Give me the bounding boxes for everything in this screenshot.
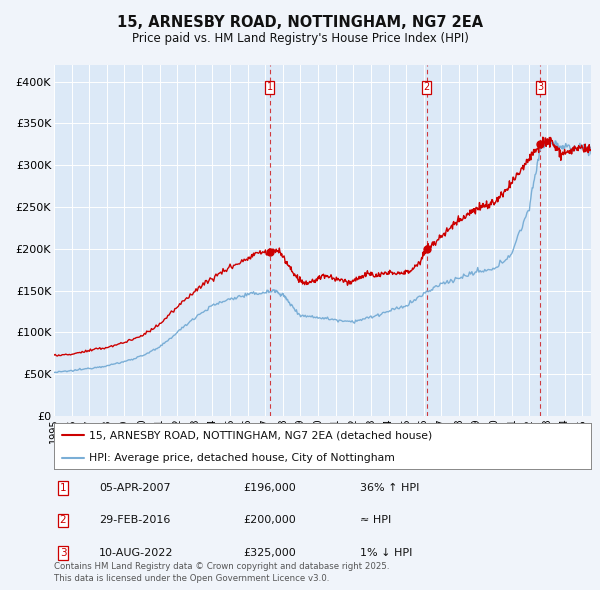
- Text: 1: 1: [59, 483, 67, 493]
- Text: 15, ARNESBY ROAD, NOTTINGHAM, NG7 2EA (detached house): 15, ARNESBY ROAD, NOTTINGHAM, NG7 2EA (d…: [89, 431, 432, 441]
- Text: 15, ARNESBY ROAD, NOTTINGHAM, NG7 2EA: 15, ARNESBY ROAD, NOTTINGHAM, NG7 2EA: [117, 15, 483, 30]
- Text: 3: 3: [537, 83, 543, 93]
- Text: Contains HM Land Registry data © Crown copyright and database right 2025.
This d: Contains HM Land Registry data © Crown c…: [54, 562, 389, 583]
- Text: HPI: Average price, detached house, City of Nottingham: HPI: Average price, detached house, City…: [89, 453, 395, 463]
- Text: £200,000: £200,000: [243, 516, 296, 525]
- Text: £196,000: £196,000: [243, 483, 296, 493]
- Text: 2: 2: [424, 83, 430, 93]
- Text: £325,000: £325,000: [243, 548, 296, 558]
- Text: Price paid vs. HM Land Registry's House Price Index (HPI): Price paid vs. HM Land Registry's House …: [131, 32, 469, 45]
- Text: 36% ↑ HPI: 36% ↑ HPI: [360, 483, 419, 493]
- Text: 10-AUG-2022: 10-AUG-2022: [99, 548, 173, 558]
- Text: 2: 2: [59, 516, 67, 525]
- Text: 3: 3: [59, 548, 67, 558]
- Text: ≈ HPI: ≈ HPI: [360, 516, 391, 525]
- Text: 05-APR-2007: 05-APR-2007: [99, 483, 170, 493]
- Text: 29-FEB-2016: 29-FEB-2016: [99, 516, 170, 525]
- Text: 1: 1: [267, 83, 273, 93]
- Text: 1% ↓ HPI: 1% ↓ HPI: [360, 548, 412, 558]
